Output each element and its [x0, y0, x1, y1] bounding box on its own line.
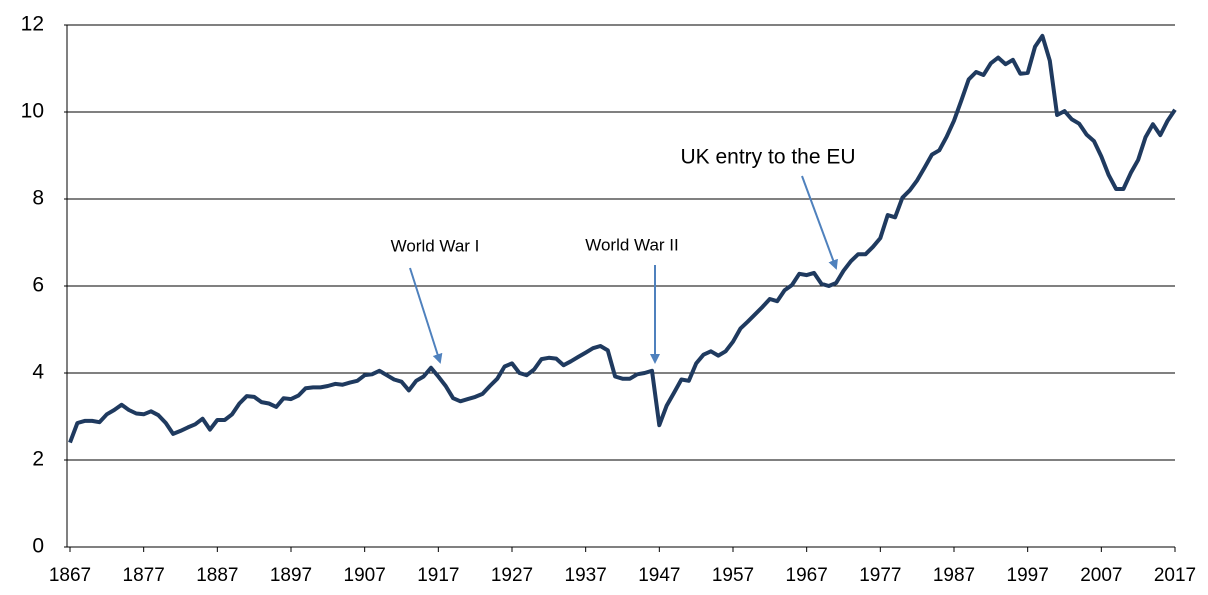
x-tick-label: 1887 [196, 565, 238, 586]
x-tick-label: 1877 [123, 565, 165, 586]
x-tick-label: 1957 [712, 565, 754, 586]
x-tick-label: 1897 [270, 565, 312, 586]
x-tick-label: 1987 [933, 565, 975, 586]
annotation-arrow [801, 175, 838, 270]
y-tick-label: 2 [32, 448, 44, 471]
x-tick-label: 1907 [344, 565, 386, 586]
y-tick-label: 4 [32, 361, 44, 384]
data-line [68, 33, 1177, 444]
annotation: World War II [585, 235, 679, 254]
x-tick-label: 1997 [1007, 565, 1049, 586]
x-tick-label: 2017 [1154, 565, 1196, 586]
y-tick-label: 0 [32, 535, 44, 558]
y-tick-label: 6 [32, 274, 44, 297]
x-tick-label: 2007 [1080, 565, 1122, 586]
y-tick-label: 10 [21, 100, 44, 123]
x-tick-label: 1867 [49, 565, 91, 586]
x-tick-label: 1937 [565, 565, 607, 586]
annotation: World War I [391, 236, 480, 255]
y-tick-label: 8 [32, 187, 44, 210]
x-tick-label: 1977 [859, 565, 901, 586]
annotation: UK entry to the EU [680, 146, 855, 169]
x-tick-label: 1967 [786, 565, 828, 586]
x-tick-label: 1917 [417, 565, 459, 586]
x-tick-label: 1947 [638, 565, 680, 586]
y-tick-label: 12 [21, 13, 44, 36]
annotation-arrow [409, 267, 443, 364]
x-tick-label: 1927 [491, 565, 533, 586]
